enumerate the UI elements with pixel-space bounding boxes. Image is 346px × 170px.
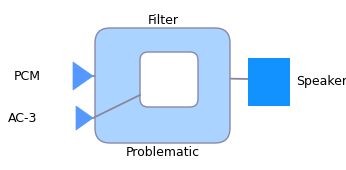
FancyBboxPatch shape [140, 52, 198, 107]
Text: AC-3: AC-3 [8, 112, 37, 124]
Text: Speaker: Speaker [296, 75, 346, 89]
Text: Problematic: Problematic [126, 146, 200, 158]
Text: PCM: PCM [14, 70, 41, 82]
Polygon shape [73, 62, 93, 90]
FancyBboxPatch shape [95, 28, 230, 143]
Bar [248, 58, 290, 106]
Polygon shape [76, 106, 93, 130]
Text: Filter: Filter [147, 13, 179, 27]
